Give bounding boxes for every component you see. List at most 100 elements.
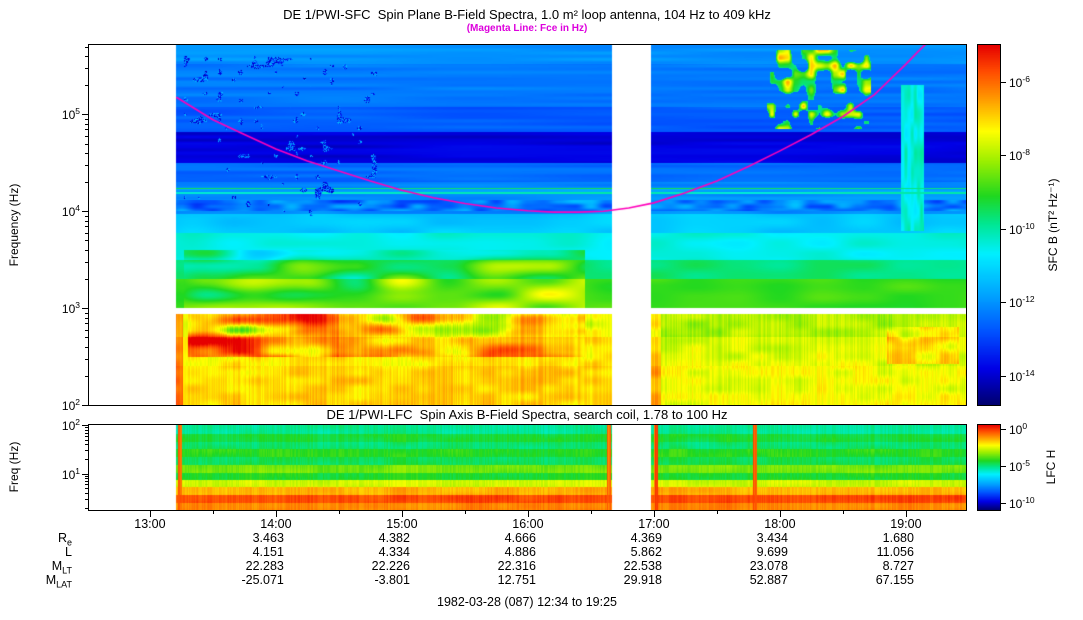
sfc-freq-minor-tick <box>85 143 89 145</box>
lfc-freq-minor-tick <box>85 429 89 431</box>
time-tick-label: 14:00 <box>260 517 292 531</box>
sfc-freq-minor-tick <box>85 135 89 137</box>
lfc-freq-minor-tick <box>85 498 89 500</box>
ephemeris-value: 29.918 <box>623 573 662 587</box>
time-tick-label: 13:00 <box>134 517 166 531</box>
lfc-freq-major-tick <box>82 425 89 426</box>
time-tick <box>149 511 151 517</box>
lfc-colorbar-tick <box>1001 502 1006 504</box>
ephemeris-value: 22.226 <box>371 559 410 573</box>
lfc-freq-minor-tick <box>85 492 89 494</box>
time-minor-tick <box>212 511 214 514</box>
sfc-freq-minor-tick <box>85 232 89 234</box>
lfc-freq-minor-tick <box>85 481 89 483</box>
time-tick-label: 19:00 <box>890 517 922 531</box>
sfc-freq-minor-tick <box>85 312 89 314</box>
time-tick-label: 16:00 <box>512 517 544 531</box>
sfc-freq-minor-tick <box>85 346 89 348</box>
ephemeris-value: 22.283 <box>245 559 284 573</box>
sfc-colorbar <box>977 44 1001 406</box>
time-tick <box>653 511 655 517</box>
ephemeris-value: 4.886 <box>504 545 536 559</box>
ephemeris-value: 5.862 <box>630 545 662 559</box>
sfc-title: DE 1/PWI-SFC Spin Plane B-Field Spectra,… <box>283 7 771 22</box>
ephemeris-row-label: MLT <box>51 559 72 576</box>
lfc-colorbar-label: LFC H <box>1044 449 1058 485</box>
sfc-freq-minor-tick <box>85 129 89 131</box>
time-tick-label: 18:00 <box>764 517 796 531</box>
ephemeris-value: 9.699 <box>756 545 788 559</box>
sfc-freq-minor-tick <box>85 46 89 48</box>
sfc-freq-minor-tick <box>85 220 89 222</box>
sfc-freq-minor-tick <box>85 68 89 70</box>
ephemeris-value: 3.463 <box>252 531 284 545</box>
lfc-freq-tick-label: 102 <box>61 417 80 433</box>
time-minor-tick <box>842 511 844 514</box>
sfc-colorbar-tick <box>1001 155 1006 157</box>
sfc-colorbar-tick <box>1001 375 1006 377</box>
ephemeris-value: 4.151 <box>252 545 284 559</box>
lfc-freq-minor-tick <box>85 432 89 434</box>
sfc-freq-minor-tick <box>85 85 89 87</box>
sfc-spectrogram <box>88 44 967 406</box>
ephemeris-value: -25.071 <box>241 573 284 587</box>
ephemeris-value: 1.680 <box>882 531 914 545</box>
sfc-freq-minor-tick <box>85 240 89 242</box>
lfc-freq-minor-tick <box>85 458 89 460</box>
ephemeris-value: 23.078 <box>749 559 788 573</box>
sfc-freq-minor-tick <box>85 329 89 331</box>
lfc-colorbar-tick-label: 100 <box>1009 420 1028 437</box>
time-tick <box>527 511 529 517</box>
sfc-freq-minor-tick <box>85 375 89 377</box>
ephemeris-value: 4.382 <box>378 531 410 545</box>
sfc-freq-major-tick <box>82 405 89 406</box>
sfc-colorbar-tick-label: 10-10 <box>1009 220 1035 237</box>
lfc-freq-minor-tick <box>85 450 89 452</box>
time-minor-tick <box>464 511 466 514</box>
lfc-colorbar-tick-label: 10-5 <box>1009 457 1030 474</box>
lfc-freq-minor-tick <box>85 475 89 477</box>
lfc-freq-major-tick <box>82 473 89 475</box>
ephemeris-value: 12.751 <box>497 573 536 587</box>
sfc-freq-minor-tick <box>85 215 89 217</box>
sfc-colorbar-tick-label: 10-12 <box>1009 294 1035 311</box>
sfc-colorbar-tick <box>1001 228 1006 230</box>
lfc-colorbar-tick <box>1001 428 1006 430</box>
lfc-freq-tick-label: 101 <box>61 465 80 482</box>
ephemeris-value: 3.434 <box>756 531 788 545</box>
lfc-spectrogram <box>88 424 967 511</box>
time-minor-tick <box>590 511 592 514</box>
sfc-freq-major-tick <box>82 211 89 213</box>
sfc-freq-minor-tick <box>85 278 89 280</box>
ephemeris-value: 4.334 <box>378 545 410 559</box>
sfc-freq-minor-tick <box>85 152 89 154</box>
time-tick <box>905 511 907 517</box>
lfc-freq-minor-tick <box>85 427 89 429</box>
sfc-freq-tick-label: 105 <box>61 106 80 123</box>
time-tick <box>275 511 277 517</box>
sfc-freq-minor-tick <box>85 323 89 325</box>
sfc-freq-tick-label: 102 <box>61 397 80 413</box>
sfc-freq-minor-tick <box>85 182 89 184</box>
lfc-colorbar <box>977 424 1001 511</box>
lfc-freq-minor-tick <box>85 484 89 486</box>
sfc-subtitle: (Magenta Line: Fce in Hz) <box>466 23 588 34</box>
sfc-colorbar-tick-label: 10-8 <box>1009 147 1030 164</box>
lfc-freq-minor-tick <box>85 439 89 441</box>
date-range-label: 1982-03-28 (087) 12:34 to 19:25 <box>437 595 617 609</box>
sfc-freq-minor-tick <box>85 261 89 263</box>
sfc-freq-major-tick <box>82 308 89 310</box>
ephemeris-value: 4.666 <box>504 531 536 545</box>
lfc-freq-minor-tick <box>85 435 89 437</box>
sfc-colorbar-tick-label: 10-14 <box>1009 367 1035 384</box>
sfc-freq-tick-label: 104 <box>61 203 80 220</box>
sfc-colorbar-label: SFC B (nT² Hz⁻¹) <box>1046 178 1060 272</box>
sfc-freq-major-tick <box>82 114 89 116</box>
ephemeris-value: 22.538 <box>623 559 662 573</box>
sfc-y-axis-label: Frequency (Hz) <box>7 183 21 267</box>
sfc-freq-minor-tick <box>85 165 89 167</box>
ephemeris-value: 8.727 <box>882 559 914 573</box>
ephemeris-value: 4.369 <box>630 531 662 545</box>
lfc-colorbar-tick-label: 10-10 <box>1009 494 1035 511</box>
